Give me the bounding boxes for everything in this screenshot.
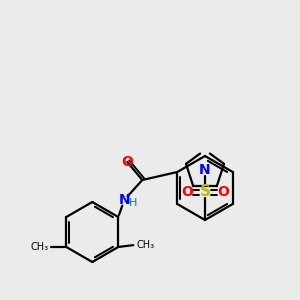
Text: N: N <box>199 163 211 177</box>
Text: CH₃: CH₃ <box>30 242 48 252</box>
Text: S: S <box>200 184 211 200</box>
Text: O: O <box>217 185 229 199</box>
Text: CH₃: CH₃ <box>136 240 155 250</box>
Text: N: N <box>118 193 130 207</box>
Text: H: H <box>129 198 137 208</box>
Text: O: O <box>181 185 193 199</box>
Text: O: O <box>121 155 133 169</box>
